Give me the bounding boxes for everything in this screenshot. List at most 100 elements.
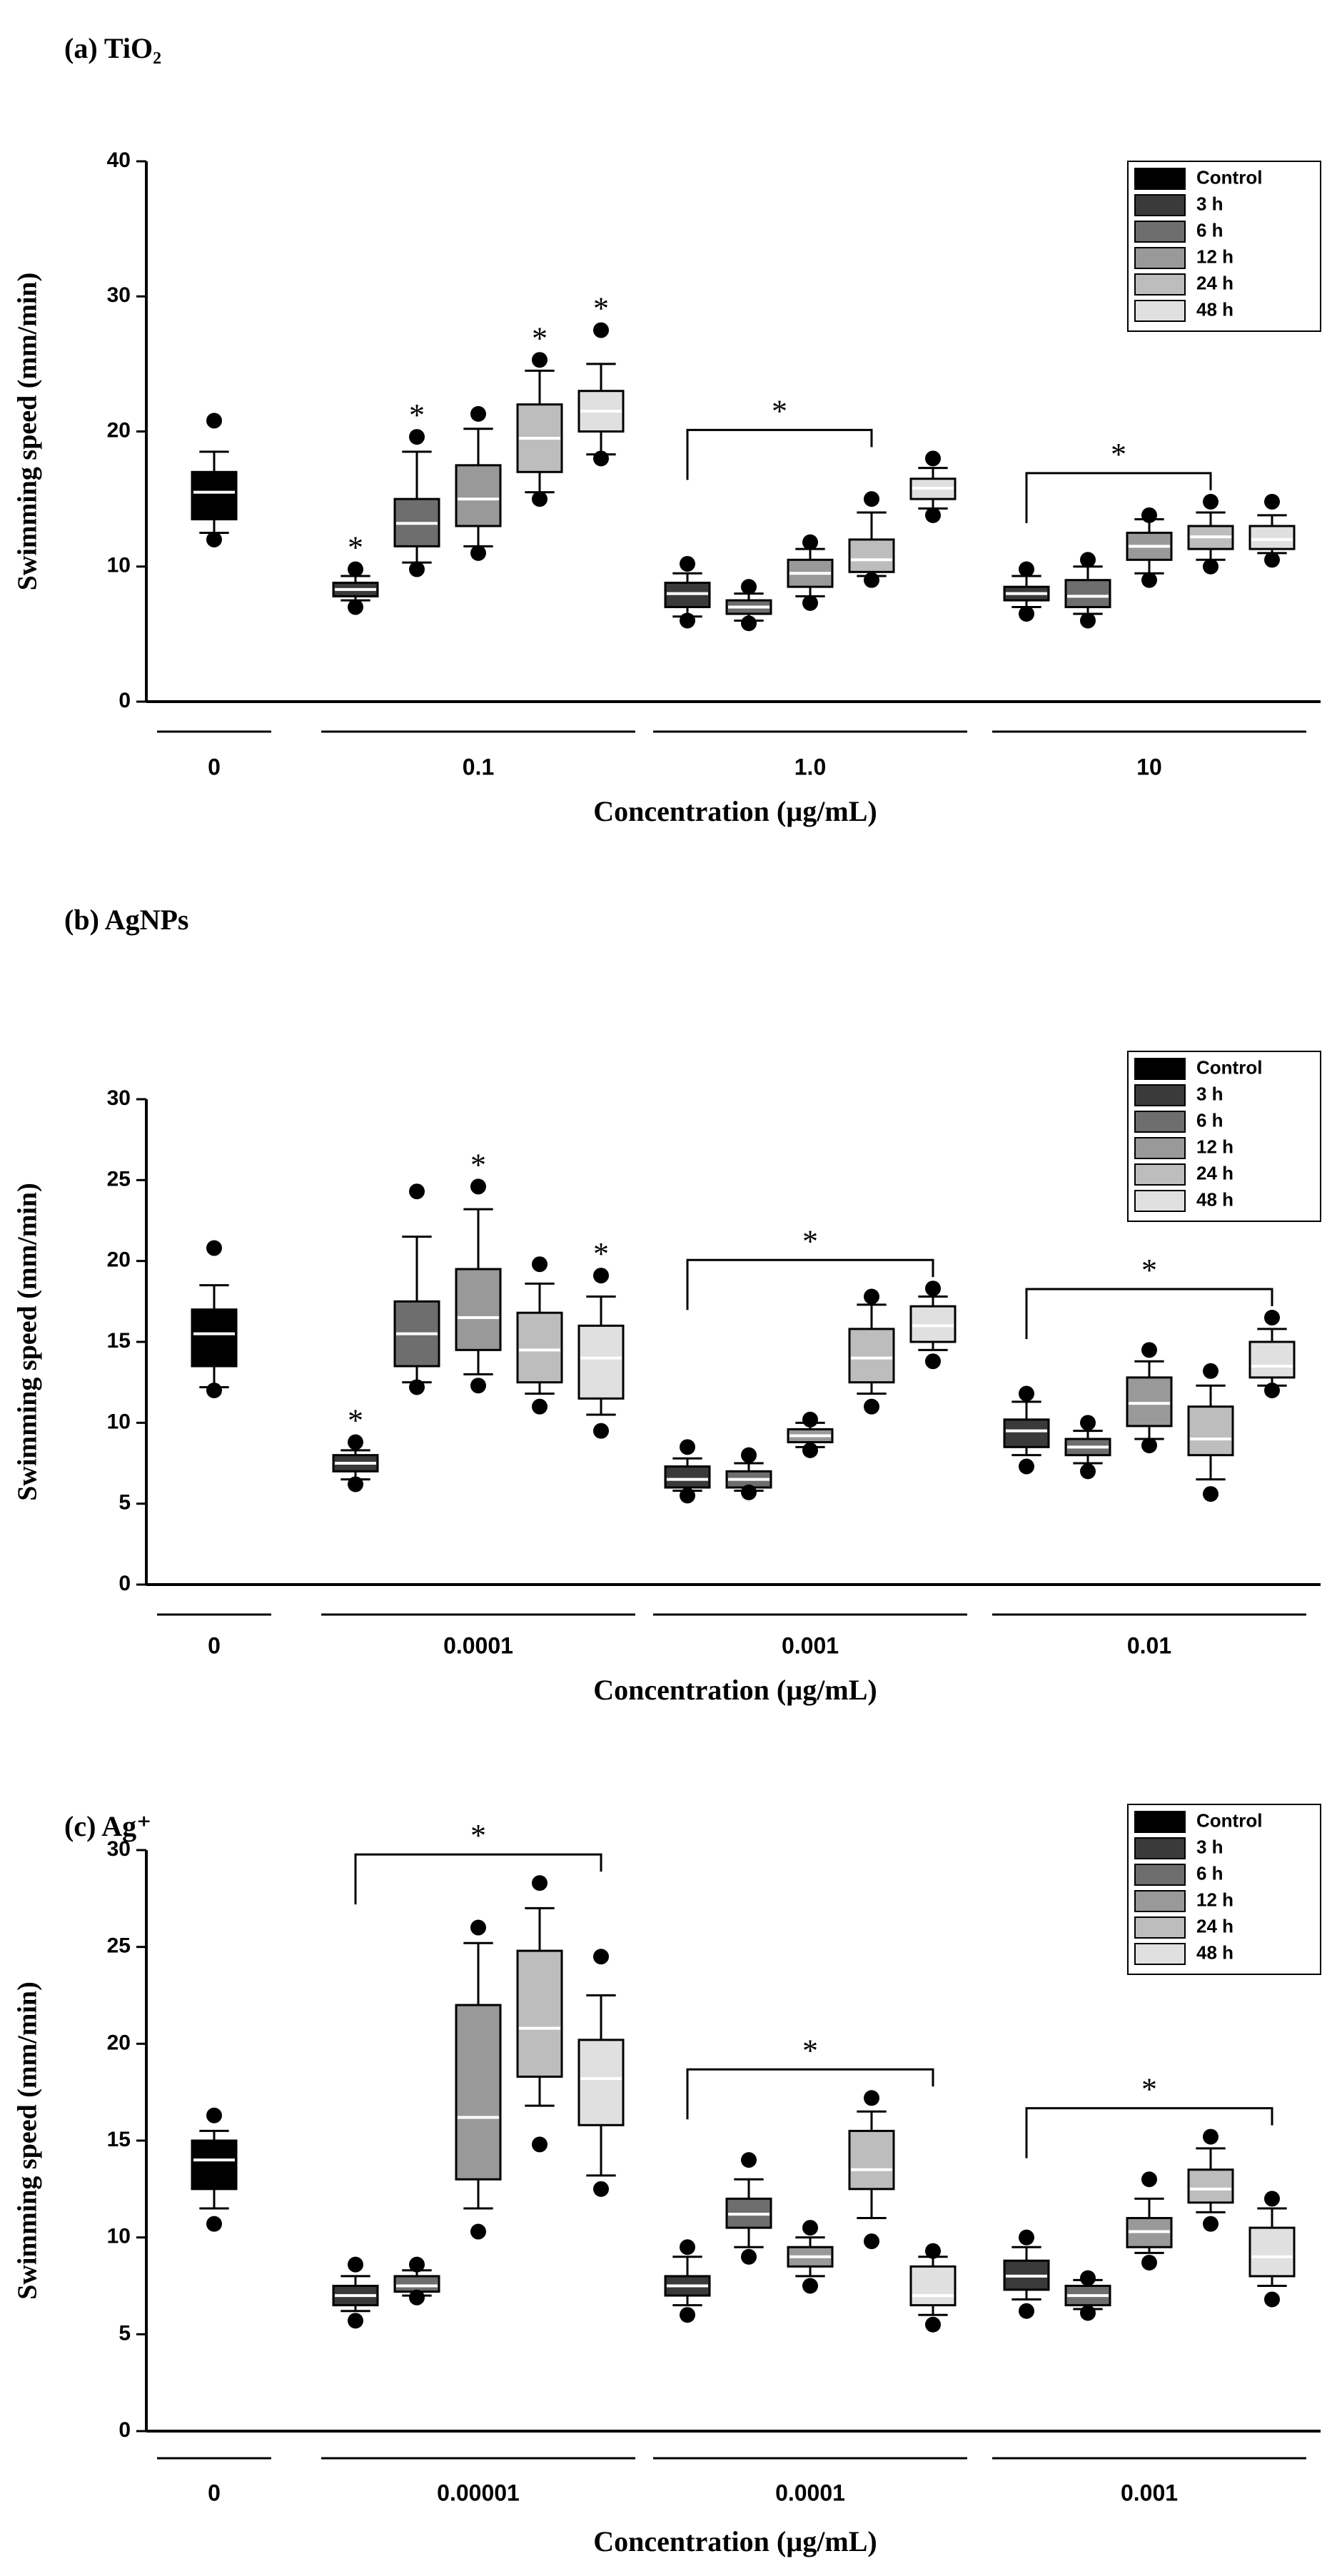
x-tick-label: 0.0001 bbox=[775, 2480, 845, 2505]
outlier bbox=[409, 1183, 425, 1200]
significance-mark: * bbox=[532, 320, 548, 355]
y-tick-label: 0 bbox=[118, 689, 131, 712]
legend-swatch bbox=[1134, 1111, 1186, 1133]
outlier bbox=[741, 2152, 757, 2168]
outlier bbox=[864, 572, 879, 588]
outlier bbox=[1203, 2128, 1219, 2145]
y-tick-label: 0 bbox=[118, 2418, 131, 2442]
box bbox=[909, 1305, 957, 1343]
outlier bbox=[206, 2216, 222, 2232]
outlier bbox=[741, 1447, 757, 1463]
outlier bbox=[1019, 1385, 1034, 1402]
outlier bbox=[409, 1379, 425, 1395]
significance-bracket bbox=[1025, 1288, 1273, 1339]
significance-bracket bbox=[354, 1853, 602, 1905]
outlier bbox=[864, 2090, 879, 2106]
legend-swatch bbox=[1134, 1058, 1186, 1080]
box bbox=[455, 1268, 502, 1351]
legend-label: 24 h bbox=[1196, 1915, 1233, 1936]
outlier bbox=[1019, 2303, 1034, 2319]
chart-title: (c) Ag⁺ bbox=[64, 1810, 151, 1842]
outlier bbox=[864, 1288, 879, 1305]
y-tick-label: 15 bbox=[107, 2128, 131, 2151]
x-tick-label: 1.0 bbox=[794, 754, 826, 779]
significance-bracket bbox=[1025, 2107, 1273, 2158]
legend-label: 24 h bbox=[1196, 1162, 1233, 1183]
outlier bbox=[1141, 1438, 1157, 1454]
box bbox=[191, 1308, 238, 1368]
outlier bbox=[206, 2107, 222, 2123]
legend-label: Control bbox=[1196, 1809, 1262, 1831]
legend-label: 6 h bbox=[1196, 1109, 1223, 1131]
outlier bbox=[409, 2256, 425, 2273]
significance-bracket bbox=[686, 428, 873, 480]
outlier bbox=[1203, 1363, 1219, 1379]
significance-mark: * bbox=[593, 291, 609, 326]
x-tick-label: 0 bbox=[208, 1632, 221, 1658]
box bbox=[1003, 1418, 1050, 1448]
legend-swatch bbox=[1134, 1190, 1186, 1212]
y-tick-label: 30 bbox=[107, 1837, 131, 1861]
outlier bbox=[348, 2313, 363, 2329]
outlier bbox=[1080, 612, 1096, 629]
outlier bbox=[1080, 2305, 1096, 2321]
y-tick-label: 25 bbox=[107, 1934, 131, 1958]
outlier bbox=[593, 450, 609, 467]
legend-label: 6 h bbox=[1196, 219, 1223, 241]
x-tick-label: 0.00001 bbox=[437, 2480, 520, 2505]
outlier bbox=[802, 534, 818, 550]
x-tick-label: 0.001 bbox=[1121, 2480, 1178, 2505]
outlier bbox=[532, 1398, 548, 1415]
legend-swatch bbox=[1134, 247, 1186, 269]
outlier bbox=[1264, 1383, 1280, 1398]
y-tick-label: 10 bbox=[107, 2225, 131, 2248]
legend-swatch bbox=[1134, 168, 1186, 190]
outlier bbox=[1141, 1342, 1157, 1358]
outlier bbox=[532, 491, 548, 507]
outlier bbox=[206, 531, 222, 547]
box bbox=[455, 2004, 502, 2181]
box bbox=[1248, 2226, 1296, 2278]
legend-label: 48 h bbox=[1196, 1188, 1233, 1210]
box bbox=[393, 2275, 440, 2293]
outlier bbox=[409, 429, 425, 445]
y-axis-label: Swimming speed (mm/min) bbox=[13, 1981, 43, 2299]
outlier bbox=[925, 2243, 941, 2259]
outlier bbox=[348, 2256, 363, 2273]
outlier bbox=[864, 1398, 879, 1415]
box bbox=[1126, 1376, 1173, 1428]
significance-bracket bbox=[686, 2068, 934, 2120]
legend-swatch bbox=[1134, 1084, 1186, 1106]
outlier bbox=[1080, 552, 1096, 568]
outlier bbox=[470, 1178, 486, 1195]
legend-label: 6 h bbox=[1196, 1862, 1223, 1884]
outlier bbox=[680, 612, 695, 629]
y-tick-label: 40 bbox=[107, 148, 131, 172]
outlier bbox=[593, 1268, 609, 1284]
box bbox=[577, 1324, 625, 1400]
outlier bbox=[593, 2181, 609, 2197]
outlier bbox=[1203, 2216, 1219, 2232]
box bbox=[664, 1465, 711, 1489]
outlier bbox=[593, 1423, 609, 1439]
y-tick-label: 0 bbox=[118, 1572, 131, 1595]
outlier bbox=[1141, 507, 1157, 523]
box bbox=[848, 538, 895, 573]
outlier bbox=[925, 450, 941, 467]
box bbox=[516, 1311, 563, 1384]
box bbox=[1248, 525, 1296, 550]
outlier bbox=[802, 1411, 818, 1428]
outlier bbox=[741, 615, 757, 632]
outlier bbox=[470, 545, 486, 561]
significance-mark: * bbox=[802, 2033, 818, 2068]
outlier bbox=[741, 2248, 757, 2265]
outlier bbox=[680, 1439, 695, 1455]
outlier bbox=[925, 1281, 941, 1297]
box bbox=[1187, 2168, 1234, 2204]
legend-swatch bbox=[1134, 1137, 1186, 1159]
x-axis-label: Concentration (µg/mL) bbox=[593, 795, 877, 827]
legend-label: 48 h bbox=[1196, 1941, 1233, 1963]
outlier bbox=[741, 579, 757, 595]
x-axis-label: Concentration (µg/mL) bbox=[593, 2525, 877, 2557]
